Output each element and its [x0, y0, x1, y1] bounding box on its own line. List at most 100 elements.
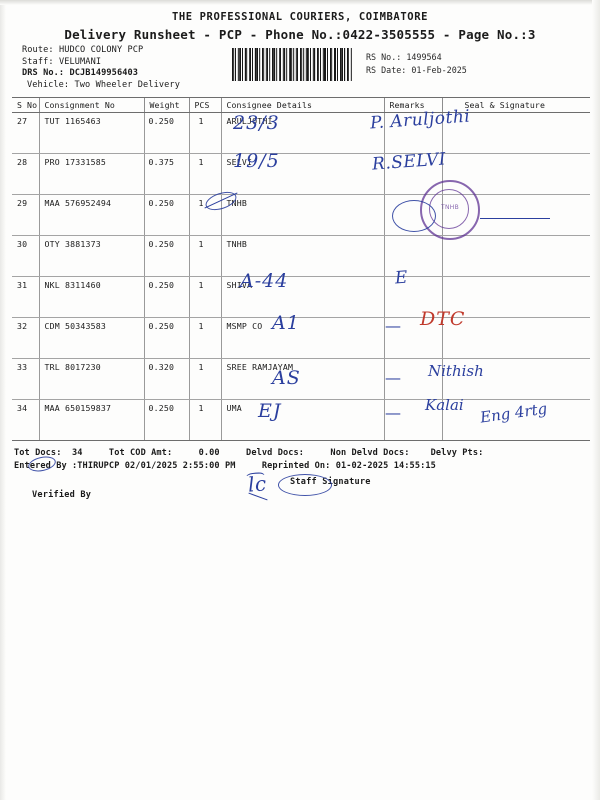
cell-consignee: TNHB — [221, 235, 385, 277]
table-row: 28 PRO 17331585 0.375 1 SELVI — [12, 153, 590, 195]
table-row: 29 MAA 576952494 0.250 1 TNHB — [12, 194, 590, 236]
cell-remarks — [384, 399, 443, 441]
cell-consignment: MAA 650159837 — [39, 399, 145, 441]
cell-consignee: UMA — [221, 399, 385, 441]
verified-by-label: Verified By — [32, 490, 92, 500]
cell-consignment: MAA 576952494 — [39, 194, 145, 236]
cell-pcs: 1 — [189, 235, 222, 277]
col-header-pcs: PCS — [189, 98, 222, 113]
drs-value: DCJB149956403 — [69, 68, 139, 79]
cell-consignee: MSMP CO — [221, 317, 385, 359]
cell-weight: 0.375 — [144, 153, 190, 195]
cell-consignee: TNHB — [221, 194, 385, 236]
cell-consignment: PRO 17331585 — [39, 153, 145, 195]
company-title: THE PROFESSIONAL COURIERS, COIMBATORE — [171, 11, 429, 23]
cell-pcs: 1 — [189, 399, 222, 441]
cell-consignment: CDM 50343583 — [39, 317, 145, 359]
cell-remarks — [384, 317, 443, 359]
table-row: 30 OTY 3881373 0.250 1 TNHB — [12, 235, 590, 277]
table-row: 34 MAA 650159837 0.250 1 UMA — [12, 399, 590, 441]
scan-edge-left — [0, 0, 6, 800]
cell-consignment: OTY 3881373 — [39, 235, 145, 277]
cell-weight: 0.250 — [144, 399, 190, 441]
cell-weight: 0.250 — [144, 276, 190, 318]
cell-remarks — [384, 235, 443, 277]
cell-sno: 29 — [12, 194, 40, 236]
cell-sno: 32 — [12, 317, 40, 359]
cell-weight: 0.250 — [144, 194, 190, 236]
header-meta-right: RS No.: 1499564 RS Date: 01-Feb-2025 — [366, 51, 467, 76]
cell-remarks — [384, 153, 443, 195]
cell-weight: 0.250 — [144, 317, 190, 359]
rs-date-label: RS Date: — [366, 64, 407, 75]
cell-sno: 31 — [12, 276, 40, 318]
footer-totals-line: Tot Docs: 34 Tot COD Amt: 0.00 Delvd Doc… — [14, 448, 484, 458]
route-label: Route: — [22, 45, 54, 55]
route-line: Route: HUDCO COLONY PCP — [22, 45, 180, 57]
header-meta: Route: HUDCO COLONY PCP Staff: VELUMANI … — [0, 45, 600, 97]
cell-sno: 27 — [12, 112, 40, 154]
staff-label: Staff: — [22, 56, 54, 67]
cell-pcs: 1 — [189, 112, 222, 154]
vehicle-line: Vehicle: Two Wheeler Delivery — [22, 80, 180, 92]
rs-date-line: RS Date: 01-Feb-2025 — [366, 64, 467, 77]
cell-sno: 28 — [12, 153, 40, 195]
rs-no-line: RS No.: 1499564 — [366, 51, 467, 64]
cell-remarks — [384, 358, 443, 400]
table-row: 31 NKL 8311460 0.250 1 SHIVA — [12, 276, 590, 318]
cell-pcs: 1 — [189, 358, 222, 400]
rs-no-value: 1499564 — [406, 52, 442, 62]
consignment-table: S No Consignment No Weight PCS Consignee… — [12, 98, 590, 441]
header-meta-left: Route: HUDCO COLONY PCP Staff: VELUMANI … — [22, 45, 180, 91]
table-header: S No Consignment No Weight PCS Consignee… — [12, 98, 590, 113]
cell-consignee: SHIVA — [221, 276, 385, 318]
col-header-seal-signature: Seal & Signature — [442, 98, 590, 113]
cell-sno: 34 — [12, 399, 40, 441]
table-row: 32 CDM 50343583 0.250 1 MSMP CO — [12, 317, 590, 359]
barcode-overlay-icon — [232, 48, 352, 81]
cell-pcs: 1 — [189, 194, 222, 236]
cell-sno: 33 — [12, 358, 40, 400]
table-body: 27 TUT 1165463 0.250 1 ARULJOTHI 28 PRO … — [12, 112, 590, 441]
rs-date-value: 01-Feb-2025 — [411, 64, 467, 75]
cell-weight: 0.250 — [144, 235, 190, 277]
cell-seal-signature — [442, 276, 590, 318]
cell-seal-signature — [442, 317, 590, 359]
drs-line: DRS No.: DCJB149956403 — [22, 68, 180, 80]
cell-consignee: SELVI — [221, 153, 385, 195]
cell-seal-signature — [442, 112, 590, 154]
page-title: Delivery Runsheet - PCP - Phone No.:0422… — [64, 27, 536, 42]
col-header-weight: Weight — [144, 98, 190, 113]
col-header-sno: S No — [12, 98, 40, 113]
scan-edge-top — [0, 0, 600, 5]
cell-weight: 0.320 — [144, 358, 190, 400]
scan-edge-right — [592, 0, 600, 800]
col-header-remarks: Remarks — [384, 98, 443, 113]
cell-consignment: TRL 8017230 — [39, 358, 145, 400]
col-header-consignment-no: Consignment No — [39, 98, 145, 113]
cell-pcs: 1 — [189, 153, 222, 195]
footer-entered-line: Entered By :THIRUPCP 02/01/2025 2:55:00 … — [14, 461, 436, 471]
vehicle-value: Two Wheeler Delivery — [74, 79, 180, 90]
table-row: 27 TUT 1165463 0.250 1 ARULJOTHI — [12, 112, 590, 154]
cell-sno: 30 — [12, 235, 40, 277]
cell-remarks — [384, 276, 443, 318]
vehicle-label: Vehicle: — [27, 79, 70, 90]
staff-line: Staff: VELUMANI — [22, 57, 180, 69]
handwritten-stroke-row-30 — [480, 218, 550, 219]
runsheet-document: THE PROFESSIONAL COURIERS, COIMBATORE De… — [0, 11, 600, 500]
consignment-table-wrapper: S No Consignment No Weight PCS Consignee… — [12, 97, 590, 441]
table-header-row: S No Consignment No Weight PCS Consignee… — [12, 98, 590, 113]
col-header-consignee: Consignee Details — [221, 98, 385, 113]
cell-pcs: 1 — [189, 317, 222, 359]
cell-consignment: NKL 8311460 — [39, 276, 145, 318]
cell-consignment: TUT 1165463 — [39, 112, 145, 154]
staff-value: VELUMANI — [58, 56, 102, 67]
cell-seal-signature — [442, 235, 590, 277]
cell-seal-signature — [442, 358, 590, 400]
table-row: 33 TRL 8017230 0.320 1 SREE RAMJAYAM — [12, 358, 590, 400]
cell-consignee: SREE RAMJAYAM — [221, 358, 385, 400]
stamp-label: TNHB — [441, 204, 459, 211]
rs-no-label: RS No.: — [366, 52, 402, 62]
